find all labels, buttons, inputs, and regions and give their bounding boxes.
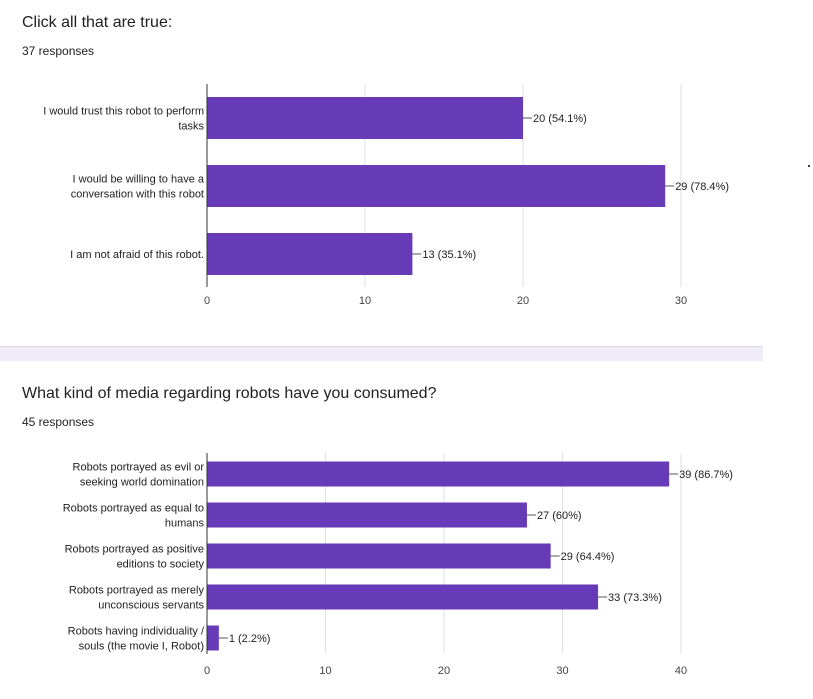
x-tick-label: 30 [675,295,687,307]
data-label: 39 (86.7%) [679,469,733,481]
data-label: 13 (35.1%) [422,249,476,261]
data-label: 33 (73.3%) [608,592,662,604]
data-label: 27 (60%) [537,510,582,522]
category-label: I would be willing to have a [73,174,205,186]
bar [207,625,219,651]
category-label: I am not afraid of this robot. [70,249,204,261]
bar [207,233,413,275]
category-label: Robots portrayed as equal to [63,503,204,515]
question-title: What kind of media regarding robots have… [22,385,437,402]
x-tick-label: 40 [675,665,687,677]
bar-chart: 0 10 20 30 20 (54.1%) I would trust this robo… [43,84,729,307]
data-label: 1 (2.2%) [229,633,271,645]
x-tick-label: 20 [517,295,529,307]
x-tick-label: 0 [204,295,210,307]
x-tick-label: 20 [438,665,450,677]
bar-chart: 0 10 20 30 40 39 (86.7%) Robots portrayed as e… [63,453,733,677]
bar [207,97,523,139]
x-tick-label: 10 [319,665,331,677]
category-label: Robots portrayed as merely [69,585,205,597]
category-label: Robots portrayed as evil or [73,462,205,474]
category-label: tasks [178,121,204,133]
category-label: Robots having individuality / [68,626,205,638]
x-tick-label: 30 [556,665,568,677]
data-label: 29 (78.4%) [675,181,729,193]
category-label: souls (the movie I, Robot) [79,641,204,653]
category-label: editions to society [117,559,205,571]
category-label: humans [165,518,205,530]
category-label: I would trust this robot to perform [43,106,204,118]
response-count: 37 responses [22,44,95,58]
x-tick-label: 10 [359,295,371,307]
question-card-2: What kind of media regarding robots have… [0,361,763,699]
card-divider [0,346,763,362]
dot-mark [808,165,810,167]
bar [207,502,527,528]
data-label: 20 (54.1%) [533,113,587,125]
category-label: unconscious servants [98,600,204,612]
bar [207,584,599,610]
response-count: 45 responses [22,415,95,429]
bar [207,543,551,569]
data-label: 29 (64.4%) [561,551,615,563]
category-label: conversation with this robot [71,189,204,201]
bar [207,461,670,487]
category-label: seeking world domination [80,477,204,489]
x-tick-label: 0 [204,665,210,677]
question-card-1: Click all that are true: 37 responses 0 1… [0,0,763,346]
category-label: Robots portrayed as positive [65,544,204,556]
question-title: Click all that are true: [22,14,173,31]
bar [207,165,666,207]
